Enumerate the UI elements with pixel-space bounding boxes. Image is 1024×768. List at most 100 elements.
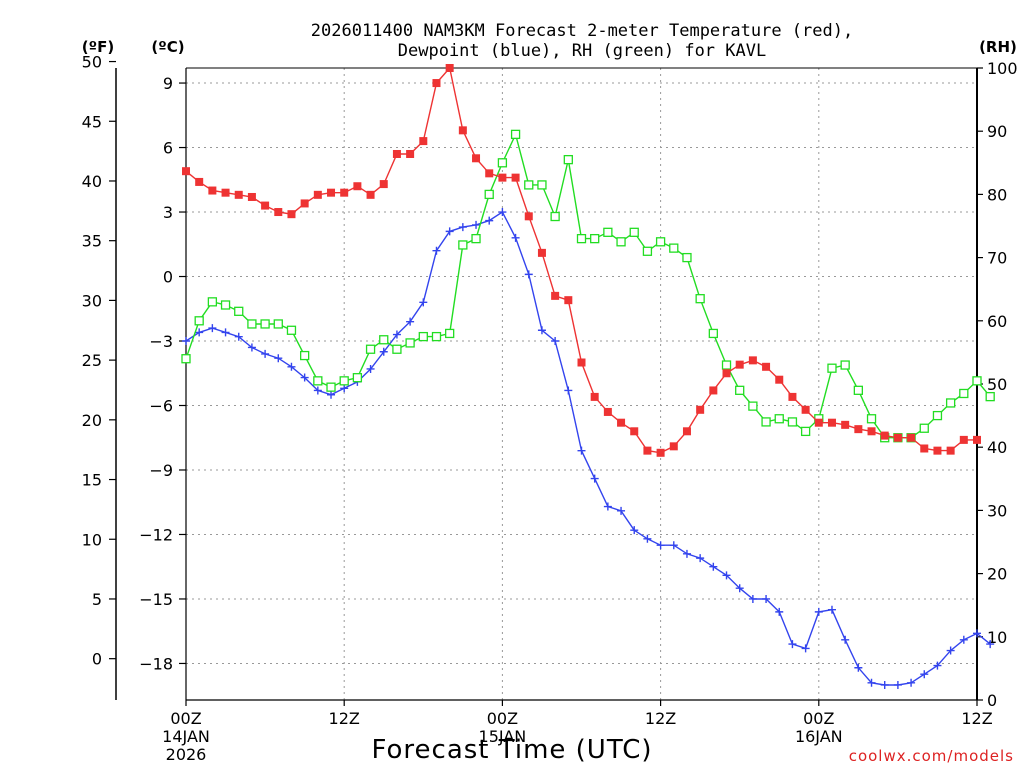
temperature-point	[261, 201, 270, 210]
temperature-point	[208, 186, 217, 195]
temperature-point	[814, 418, 823, 427]
x-axis-title: Forecast Time (UTC)	[371, 735, 652, 765]
dewpoint-point	[722, 571, 731, 580]
dewpoint-point	[274, 354, 283, 363]
rh-point	[537, 180, 547, 190]
rh-point	[787, 417, 798, 427]
chart-title-line2: Dewpoint (blue), RH (green) for KAVL	[398, 41, 766, 61]
fahrenheit-tick-label: 20	[82, 411, 102, 430]
dewpoint-point	[195, 328, 204, 337]
axes: 504540353025201510509630−3−6−9−12−15−181…	[82, 53, 1018, 764]
rh-point	[669, 243, 679, 253]
dewpoint-point	[458, 223, 467, 232]
dewpoint-point	[287, 362, 296, 371]
rh-tick-label: 0	[987, 691, 997, 710]
rh-point	[761, 417, 771, 427]
rh-point	[431, 331, 442, 342]
celsius-tick-label: −12	[139, 525, 173, 544]
temperature-point	[458, 126, 467, 135]
x-tick-date-label: 14JAN	[162, 727, 210, 746]
temperature-point	[669, 442, 678, 451]
rh-point	[510, 129, 521, 140]
rh-point	[721, 360, 732, 370]
celsius-tick-label: 0	[163, 268, 173, 287]
temperature-point	[498, 173, 507, 182]
fahrenheit-tick-label: 25	[82, 351, 102, 370]
fahrenheit-tick-label: 30	[82, 291, 102, 310]
temperature-point	[722, 369, 731, 378]
dewpoint-point	[603, 502, 612, 511]
x-tick-label: 00Z	[170, 709, 201, 728]
fahrenheit-tick-label: 5	[92, 590, 102, 609]
temperature-point	[933, 446, 942, 455]
dewpoint-point	[261, 349, 270, 358]
dewpoint-point	[827, 605, 836, 614]
temperature-point	[182, 167, 190, 176]
rh-point	[932, 410, 943, 421]
temperature-point	[313, 190, 322, 199]
rh-tick-label: 90	[987, 122, 1007, 141]
dewpoint-point	[617, 506, 626, 515]
rh-point	[365, 344, 376, 354]
rh-point	[972, 376, 982, 386]
rh-point	[379, 335, 389, 345]
rh-point	[339, 376, 349, 386]
dewpoint-point	[392, 330, 401, 339]
dewpoint-point	[643, 534, 652, 543]
rh-point	[299, 350, 310, 361]
dewpoint-point	[854, 663, 863, 672]
rh-point	[220, 300, 231, 310]
temperature-point	[524, 212, 533, 221]
dewpoint-point	[920, 670, 929, 679]
temperature-point	[630, 427, 639, 436]
dewpoint-point	[234, 332, 243, 341]
temperature-point	[880, 431, 889, 440]
celsius-tick-label: −15	[139, 590, 173, 609]
rh-point	[524, 180, 534, 190]
temperature-point	[564, 296, 573, 305]
rh-point	[576, 233, 587, 244]
dewpoint-point	[748, 594, 757, 603]
temperature-point	[234, 190, 243, 199]
rh-point	[273, 319, 283, 329]
fahrenheit-tick-label: 15	[82, 471, 102, 490]
rh-point	[827, 363, 837, 373]
rh-point	[642, 246, 653, 256]
temperature-point	[617, 418, 626, 427]
rh-point	[234, 306, 244, 316]
temperature-point	[432, 79, 441, 88]
rh-tick-label: 100	[987, 59, 1018, 78]
x-tick-label: 12Z	[961, 709, 992, 728]
rh-point	[590, 233, 600, 244]
temperature-point	[287, 210, 296, 219]
temperature-point	[656, 448, 665, 457]
dewpoint-point	[762, 594, 771, 603]
rh-point	[853, 385, 863, 395]
unit-label-rh: (RH)	[979, 38, 1017, 56]
rh-point	[774, 414, 784, 424]
dewpoint-point	[590, 474, 599, 483]
temperature-point	[353, 182, 362, 191]
temperature-point	[485, 169, 494, 178]
celsius-tick-label: 6	[163, 139, 173, 158]
rh-point	[445, 328, 455, 339]
dewpoint-point	[867, 678, 876, 687]
x-tick-label: 12Z	[329, 709, 360, 728]
temperature-point	[907, 433, 916, 442]
temperature-point	[195, 177, 204, 186]
dewpoint-point	[485, 216, 494, 225]
dewpoint-point	[524, 270, 533, 279]
fahrenheit-tick-label: 45	[82, 112, 102, 131]
temperature-point	[682, 427, 691, 436]
fahrenheit-tick-label: 35	[82, 232, 102, 251]
dewpoint-point	[221, 328, 230, 337]
dewpoint-point	[656, 541, 665, 550]
temperature-point	[247, 192, 256, 201]
dewpoint-point	[696, 554, 705, 563]
dewpoint-point	[551, 337, 560, 346]
temperature-point	[762, 362, 771, 371]
dewpoint-point	[814, 607, 823, 616]
temperature-point	[392, 149, 401, 158]
temperature-point	[709, 386, 718, 395]
temperature-point	[775, 375, 784, 384]
